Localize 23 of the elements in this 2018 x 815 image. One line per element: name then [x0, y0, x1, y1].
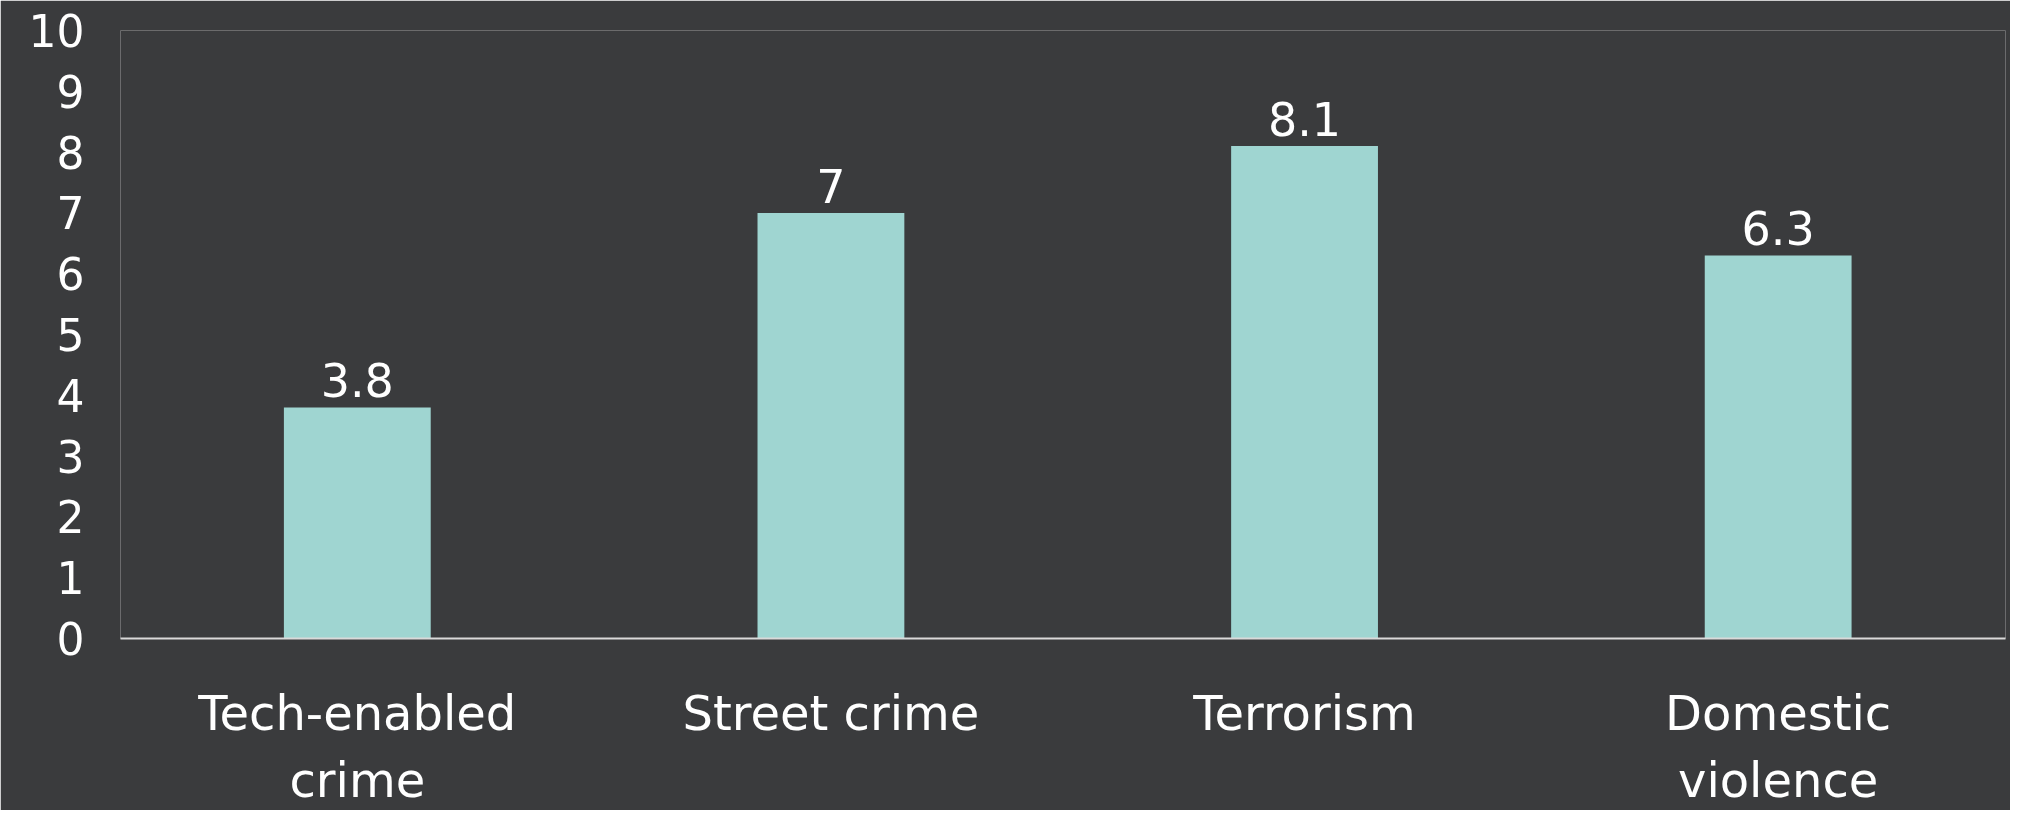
x-tick-label: Tech-enabled crime: [197, 684, 517, 808]
y-tick-label: 7: [56, 188, 85, 240]
y-tick-label: 8: [56, 127, 85, 179]
bar: [283, 407, 431, 639]
data-label: 8.1: [1267, 93, 1342, 148]
bar: [1704, 255, 1852, 639]
data-label: 6.3: [1741, 202, 1815, 257]
y-tick-label: 6: [56, 249, 85, 301]
bar: [757, 212, 905, 639]
x-tick-label: Domestic violence: [1665, 684, 1892, 808]
bar: [1231, 146, 1378, 639]
x-tick-label: Terrorism: [1192, 684, 1416, 741]
y-tick-label: 5: [56, 310, 85, 361]
y-tick-label: 9: [56, 66, 85, 118]
data-label: 7: [816, 159, 846, 214]
y-tick-label: 1: [56, 553, 85, 605]
y-tick-label: 4: [56, 370, 85, 422]
y-tick-label: 0: [56, 614, 85, 665]
data-label: 3.8: [320, 354, 394, 409]
y-tick-label: 3: [56, 431, 85, 483]
x-tick-label: Street crime: [682, 684, 980, 741]
y-tick-label: 2: [56, 492, 85, 544]
y-tick-label: 10: [28, 6, 85, 57]
